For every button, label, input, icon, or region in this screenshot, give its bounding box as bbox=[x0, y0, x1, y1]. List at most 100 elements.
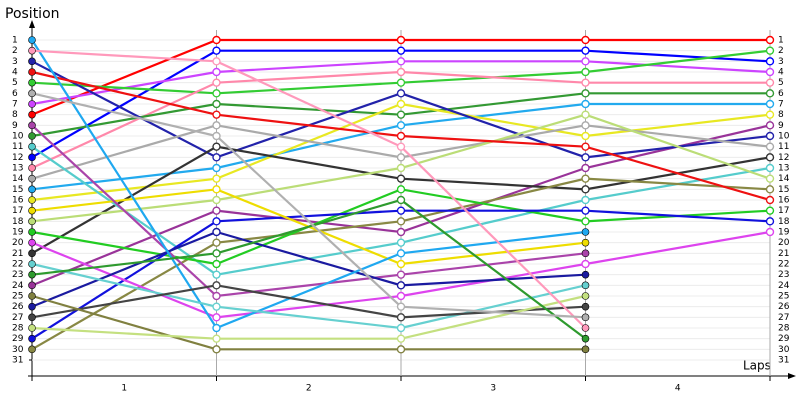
position-marker bbox=[212, 313, 221, 322]
position-marker bbox=[396, 185, 406, 194]
y-tick-label-right: 1 bbox=[778, 36, 784, 46]
position-marker bbox=[28, 110, 36, 119]
y-tick-label: 18 bbox=[12, 217, 24, 227]
y-tick-label: 31 bbox=[12, 356, 23, 366]
position-marker bbox=[396, 195, 406, 205]
position-line bbox=[31, 39, 586, 330]
y-axis-arrow bbox=[29, 20, 35, 28]
y-tick-label: 19 bbox=[12, 228, 24, 238]
y-tick-label: 7 bbox=[12, 100, 18, 110]
position-marker bbox=[765, 121, 775, 130]
position-marker bbox=[396, 99, 406, 109]
x-tick-label: 2 bbox=[306, 384, 312, 394]
position-marker bbox=[581, 238, 590, 247]
position-marker bbox=[765, 131, 775, 141]
position-marker bbox=[396, 35, 406, 45]
position-marker bbox=[212, 142, 221, 151]
position-marker bbox=[581, 57, 590, 66]
position-marker bbox=[581, 67, 590, 77]
position-marker bbox=[212, 270, 221, 279]
position-marker bbox=[212, 249, 221, 258]
position-marker bbox=[28, 132, 36, 140]
y-tick-label-right: 2 bbox=[778, 46, 784, 56]
position-line bbox=[31, 49, 587, 329]
position-line bbox=[31, 92, 586, 319]
y-tick-label: 2 bbox=[12, 46, 18, 56]
y-tick-label-right: 30 bbox=[778, 345, 790, 355]
y-tick-label-right: 13 bbox=[778, 164, 789, 174]
y-tick-label-right: 12 bbox=[778, 153, 789, 163]
y-tick-label-right: 16 bbox=[778, 196, 790, 206]
position-marker bbox=[28, 313, 36, 322]
position-marker bbox=[212, 195, 221, 205]
y-tick-label-right: 19 bbox=[778, 228, 790, 238]
y-tick-label: 28 bbox=[12, 324, 24, 334]
position-marker bbox=[212, 35, 221, 45]
y-tick-label: 23 bbox=[12, 270, 23, 280]
y-tick-label-right: 4 bbox=[778, 68, 784, 78]
y-tick-label-right: 17 bbox=[778, 206, 789, 216]
y-tick-label-right: 27 bbox=[778, 313, 789, 323]
position-marker bbox=[765, 35, 775, 45]
position-marker bbox=[212, 67, 221, 77]
position-line bbox=[31, 262, 586, 330]
position-line bbox=[31, 124, 586, 298]
y-tick-label: 9 bbox=[12, 121, 18, 131]
y-tick-label: 20 bbox=[12, 238, 24, 248]
position-marker bbox=[581, 99, 590, 109]
y-tick-label: 3 bbox=[12, 57, 18, 67]
position-marker bbox=[396, 163, 406, 173]
y-tick-label-right: 10 bbox=[778, 132, 790, 142]
position-marker bbox=[765, 67, 775, 77]
position-marker bbox=[581, 345, 590, 354]
position-marker bbox=[396, 334, 406, 343]
position-marker bbox=[765, 227, 775, 237]
position-marker bbox=[765, 57, 775, 66]
position-marker bbox=[212, 302, 221, 311]
position-marker bbox=[28, 292, 36, 300]
position-marker bbox=[396, 259, 406, 269]
position-marker bbox=[28, 153, 36, 162]
position-marker bbox=[28, 281, 36, 290]
y-tick-label-right: 8 bbox=[778, 110, 784, 120]
position-marker bbox=[581, 153, 590, 162]
y-tick-label-right: 6 bbox=[778, 89, 784, 99]
position-marker bbox=[581, 249, 590, 258]
position-marker bbox=[396, 345, 406, 354]
position-marker bbox=[765, 174, 775, 183]
y-tick-label-right: 20 bbox=[778, 238, 790, 248]
position-marker bbox=[581, 281, 590, 290]
position-line bbox=[31, 230, 586, 308]
y-tick-label: 5 bbox=[12, 78, 18, 88]
position-marker bbox=[212, 259, 221, 269]
position-marker bbox=[396, 270, 406, 279]
position-marker bbox=[28, 196, 36, 204]
y-tick-label: 10 bbox=[12, 132, 24, 142]
position-marker bbox=[581, 185, 590, 194]
position-marker bbox=[28, 164, 36, 172]
y-tick-label-right: 18 bbox=[778, 217, 790, 227]
y-tick-label: 30 bbox=[12, 345, 24, 355]
y-tick-label: 29 bbox=[12, 334, 24, 344]
position-marker bbox=[212, 291, 221, 301]
x-tick-label: 1 bbox=[121, 384, 127, 394]
y-tick-label-right: 9 bbox=[778, 121, 784, 131]
y-tick-label-right: 24 bbox=[778, 281, 790, 291]
position-marker bbox=[396, 281, 406, 290]
position-marker bbox=[28, 57, 36, 66]
position-marker bbox=[581, 35, 590, 45]
position-marker bbox=[396, 174, 406, 183]
position-marker bbox=[581, 131, 590, 141]
position-marker bbox=[28, 249, 36, 258]
position-marker bbox=[396, 57, 406, 66]
y-tick-label-right: 11 bbox=[778, 142, 789, 152]
position-marker bbox=[581, 195, 590, 205]
position-marker bbox=[212, 281, 221, 290]
x-tick-label: 3 bbox=[490, 384, 496, 394]
position-marker bbox=[28, 217, 36, 226]
position-marker bbox=[581, 324, 590, 332]
x-tick-label: 4 bbox=[675, 384, 681, 394]
position-marker bbox=[212, 323, 221, 333]
position-marker bbox=[765, 142, 775, 151]
position-marker bbox=[212, 163, 221, 173]
